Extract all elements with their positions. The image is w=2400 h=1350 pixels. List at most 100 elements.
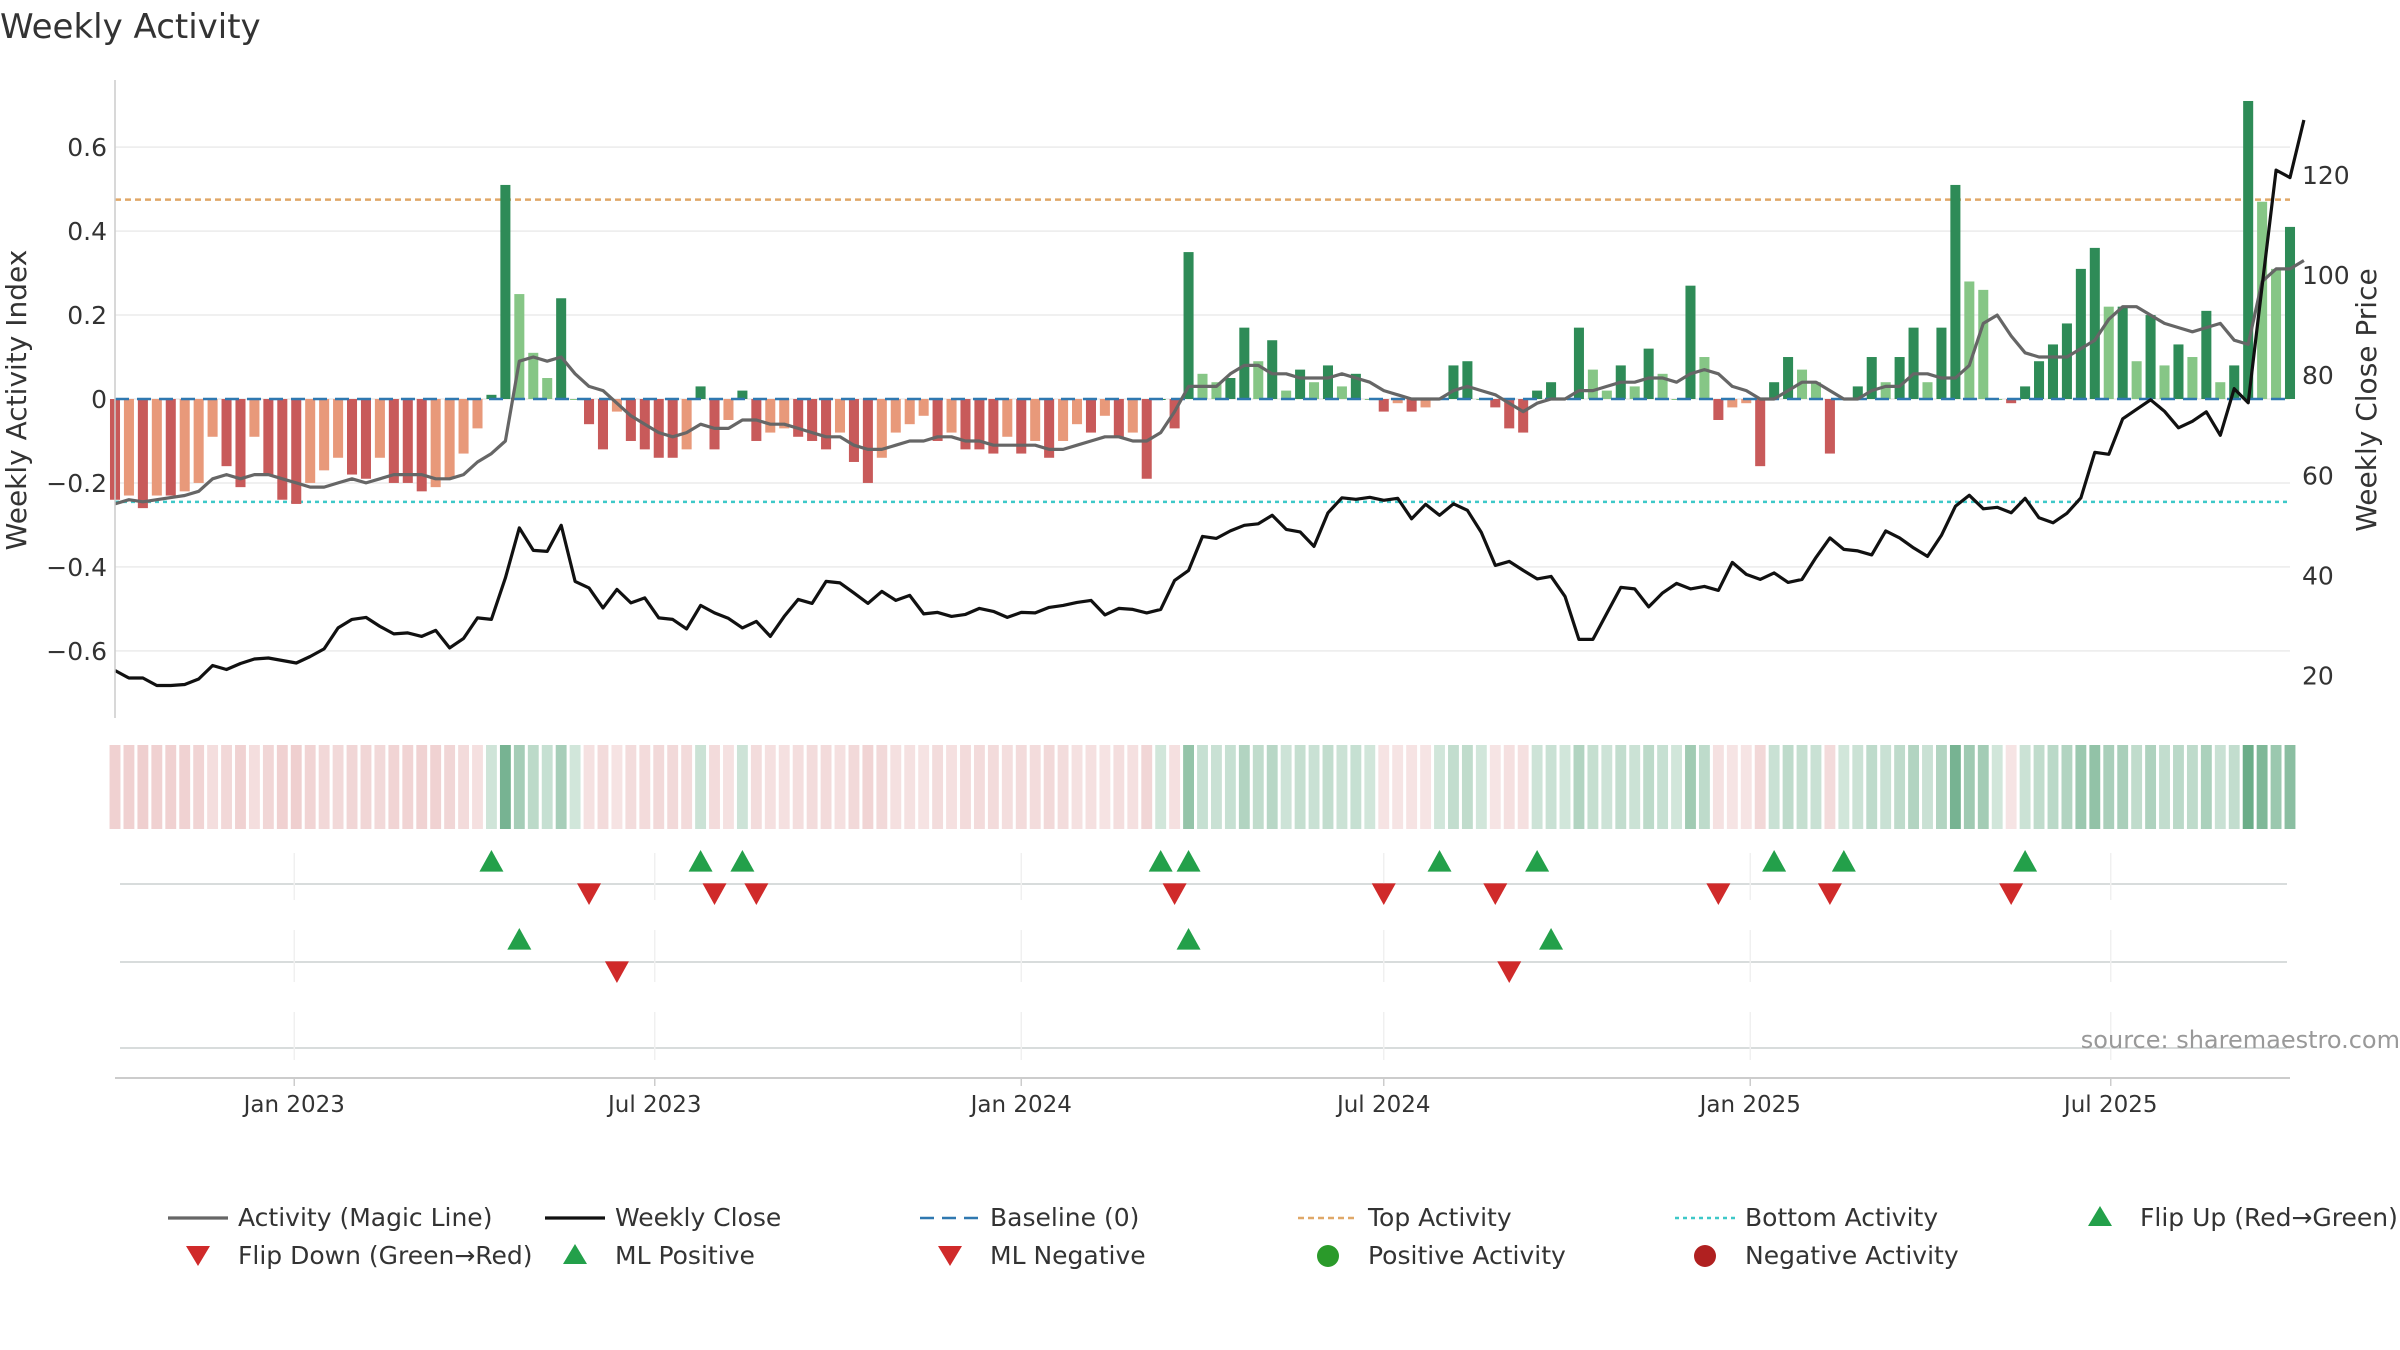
heatmap-cell — [2284, 745, 2296, 829]
heatmap-cell — [2117, 745, 2129, 829]
heatmap-cell — [695, 745, 707, 829]
activity-bar — [946, 399, 957, 433]
heatmap-cell — [904, 745, 916, 829]
heatmap-cell — [402, 745, 414, 829]
activity-bar — [709, 399, 720, 450]
heatmap-cell — [1517, 745, 1529, 829]
activity-bar — [667, 399, 678, 458]
activity-bar — [1058, 399, 1069, 441]
activity-bar — [1141, 399, 1152, 479]
activity-bar — [1797, 369, 1808, 399]
heatmap-cell — [1461, 745, 1473, 829]
activity-bar — [430, 399, 441, 488]
heatmap-cell — [1224, 745, 1236, 829]
activity-bar — [1490, 399, 1501, 408]
activity-bar — [500, 184, 511, 399]
activity-bar — [556, 298, 567, 399]
heatmap-cell — [1866, 745, 1878, 829]
legend-swatch — [938, 1246, 962, 1266]
activity-bar — [890, 399, 901, 433]
activity-bar — [1281, 390, 1292, 399]
heatmap-cell — [1712, 745, 1724, 829]
heatmap-cell — [1322, 745, 1334, 829]
activity-bar — [2145, 315, 2156, 399]
flip-down-marker — [744, 883, 769, 905]
x-axis: Jan 2023 Jul 2023 Jan 2024 Jul 2024 Jan 2025… — [115, 1077, 2290, 1118]
legend-swatch — [186, 1246, 210, 1266]
heatmap-cell — [1880, 745, 1892, 829]
activity-bar — [2173, 344, 2184, 399]
heatmap-cell — [2061, 745, 2073, 829]
heatmap-cell — [1949, 745, 1961, 829]
activity-bar — [737, 390, 748, 399]
heatmap-cell — [1043, 745, 1055, 829]
flip-down-marker — [1706, 883, 1731, 905]
activity-bar — [1685, 285, 1696, 399]
heatmap-cell — [430, 745, 442, 829]
heatmap-cell — [1545, 745, 1557, 829]
heatmap-cell — [1113, 745, 1125, 829]
heatmap-cell — [1782, 745, 1794, 829]
heatmap-cell — [499, 745, 511, 829]
heatmap-cell — [1475, 745, 1487, 829]
heatmap-cell — [681, 745, 693, 829]
legend-item-posact: Positive Activity — [1317, 1241, 1566, 1270]
activity-bar — [653, 399, 664, 458]
y2-tick-label: 80 — [2302, 361, 2334, 390]
flip-up-marker — [479, 850, 504, 872]
legend-item-mlneg: ML Negative — [938, 1241, 1146, 1270]
heatmap-cell — [193, 745, 205, 829]
activity-bar — [876, 399, 887, 458]
flip-down-marker — [1483, 883, 1508, 905]
heatmap-cell — [1908, 745, 1919, 829]
heatmap-cell — [1671, 745, 1682, 829]
heatmap-cell — [1211, 745, 1222, 829]
legend-item-flipdown: Flip Down (Green→Red) — [186, 1241, 533, 1270]
activity-bar — [1810, 382, 1821, 399]
heatmap-cell — [569, 745, 581, 829]
heatmap-cell — [1364, 745, 1376, 829]
flip-down-marker — [1162, 883, 1187, 905]
activity-bar — [2006, 399, 2017, 404]
activity-bar — [1629, 386, 1640, 399]
heatmap-cell — [1922, 745, 1933, 829]
heatmap-cell — [1587, 745, 1599, 829]
activity-bar — [1671, 399, 1682, 400]
activity-bar — [1643, 348, 1654, 399]
heatmap-cell — [1169, 745, 1181, 829]
flip-up-marker — [2013, 850, 2038, 872]
activity-bar — [1950, 184, 1961, 399]
heatmap-cell — [1977, 745, 1989, 829]
flip-up-marker — [1762, 850, 1787, 872]
activity-bar — [542, 378, 553, 399]
heatmap-cell — [2033, 745, 2045, 829]
heatmap-cell — [1336, 745, 1348, 829]
heatmap-cell — [458, 745, 469, 829]
activity-bar — [444, 399, 455, 479]
activity-bar — [193, 399, 204, 483]
heatmap-cell — [318, 745, 330, 829]
heatmap-cell — [276, 745, 288, 829]
heatmap-cell — [1001, 745, 1013, 829]
activity-bar — [1699, 357, 1710, 399]
activity-bar — [960, 399, 971, 450]
heatmap-cell — [1099, 745, 1111, 829]
heatmap-cell — [248, 745, 260, 829]
activity-bar — [1183, 252, 1194, 399]
heatmap-cell — [472, 745, 483, 829]
y2-tick-label: 120 — [2302, 161, 2350, 190]
activity-bar — [1727, 399, 1738, 408]
legend-item-magic: Activity (Magic Line) — [168, 1203, 492, 1232]
flip-up-marker — [1525, 850, 1550, 872]
heatmap-cell — [2005, 745, 2017, 829]
heatmap-cell — [290, 745, 302, 829]
heatmap-cell — [1071, 745, 1083, 829]
activity-bar — [1211, 382, 1222, 399]
activity-bar — [1267, 340, 1278, 399]
activity-bar — [137, 399, 148, 509]
activity-bar — [388, 399, 399, 483]
activity-bar — [2075, 268, 2086, 399]
activity-bar — [584, 399, 595, 425]
activity-bar — [1350, 373, 1361, 399]
activity-bar — [1099, 399, 1110, 416]
